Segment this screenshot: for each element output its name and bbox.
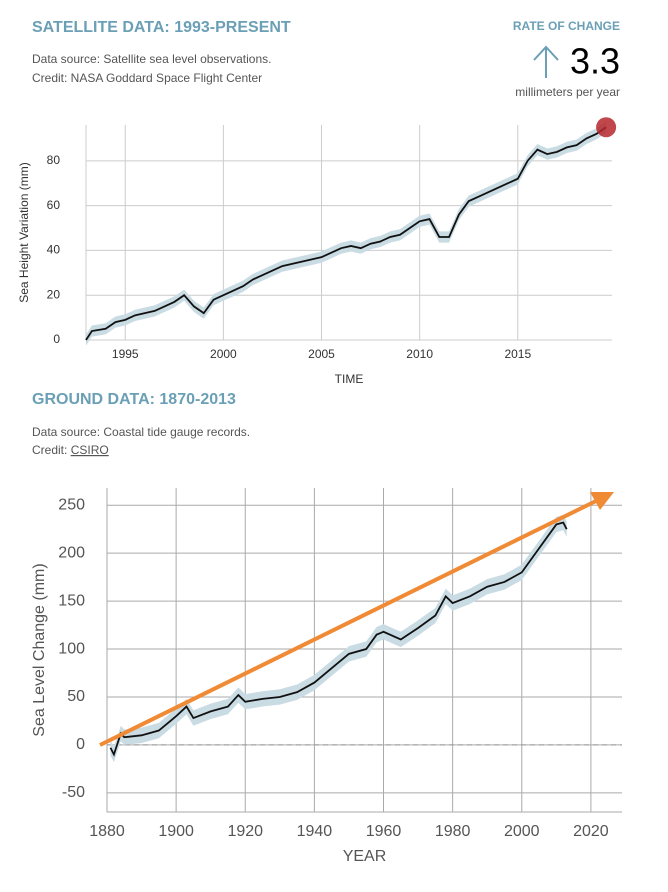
y-tick-label: 200 bbox=[58, 544, 85, 561]
y-tick-label: 50 bbox=[67, 688, 85, 705]
credit-link[interactable]: CSIRO bbox=[71, 443, 109, 457]
x-tick-label: 1900 bbox=[158, 823, 194, 840]
x-tick-label: 1920 bbox=[227, 823, 263, 840]
y-axis-label: Sea Level Change (mm) bbox=[31, 563, 48, 736]
y-tick-label: 100 bbox=[58, 640, 85, 657]
rate-label: RATE OF CHANGE bbox=[513, 19, 620, 33]
y-tick-label: 80 bbox=[47, 153, 61, 167]
source: Data source: Coastal tide gauge records. bbox=[32, 425, 250, 439]
x-tick-label: 2010 bbox=[406, 347, 433, 361]
y-tick-label: 150 bbox=[58, 592, 85, 609]
up-arrow bbox=[533, 45, 559, 78]
x-tick-label: 1880 bbox=[89, 823, 125, 840]
y-tick-label: 0 bbox=[76, 736, 85, 753]
uncertainty-band bbox=[86, 121, 607, 346]
y-tick-label: 0 bbox=[53, 332, 60, 346]
y-tick-label: 40 bbox=[47, 243, 61, 257]
x-axis-label: TIME bbox=[335, 372, 364, 386]
source: Data source: Satellite sea level observa… bbox=[32, 52, 271, 66]
x-tick-label: 2000 bbox=[504, 823, 540, 840]
end-marker bbox=[596, 117, 617, 138]
y-tick-label: -50 bbox=[62, 784, 85, 801]
y-tick-label: 20 bbox=[47, 287, 61, 301]
uncertainty-band bbox=[110, 514, 567, 763]
credit: Credit: CSIRO bbox=[32, 443, 109, 457]
x-tick-label: 2015 bbox=[504, 347, 531, 361]
credit-label: Credit: bbox=[32, 443, 67, 457]
y-axis-label: Sea Height Variation (mm) bbox=[17, 162, 31, 303]
trend-arrow bbox=[99, 492, 614, 747]
rate-unit: millimeters per year bbox=[515, 85, 620, 99]
data-line bbox=[85, 126, 607, 341]
credit: Credit: NASA Goddard Space Flight Center bbox=[32, 71, 262, 85]
x-tick-label: 1940 bbox=[297, 823, 333, 840]
x-tick-label: 2005 bbox=[308, 347, 335, 361]
x-tick-label: 1980 bbox=[435, 823, 471, 840]
x-tick-label: 2020 bbox=[573, 823, 609, 840]
x-tick-label: 1960 bbox=[366, 823, 402, 840]
rate-value: 3.3 bbox=[570, 41, 620, 82]
x-tick-label: 1995 bbox=[112, 347, 139, 361]
y-tick-label: 60 bbox=[47, 198, 61, 212]
y-tick-label: 250 bbox=[58, 496, 85, 513]
data-line bbox=[109, 521, 568, 757]
chart-title: GROUND DATA: 1870-2013 bbox=[32, 391, 236, 408]
x-axis-label: YEAR bbox=[343, 848, 387, 865]
x-tick-label: 2000 bbox=[210, 347, 237, 361]
chart-title: SATELLITE DATA: 1993-PRESENT bbox=[32, 19, 291, 36]
